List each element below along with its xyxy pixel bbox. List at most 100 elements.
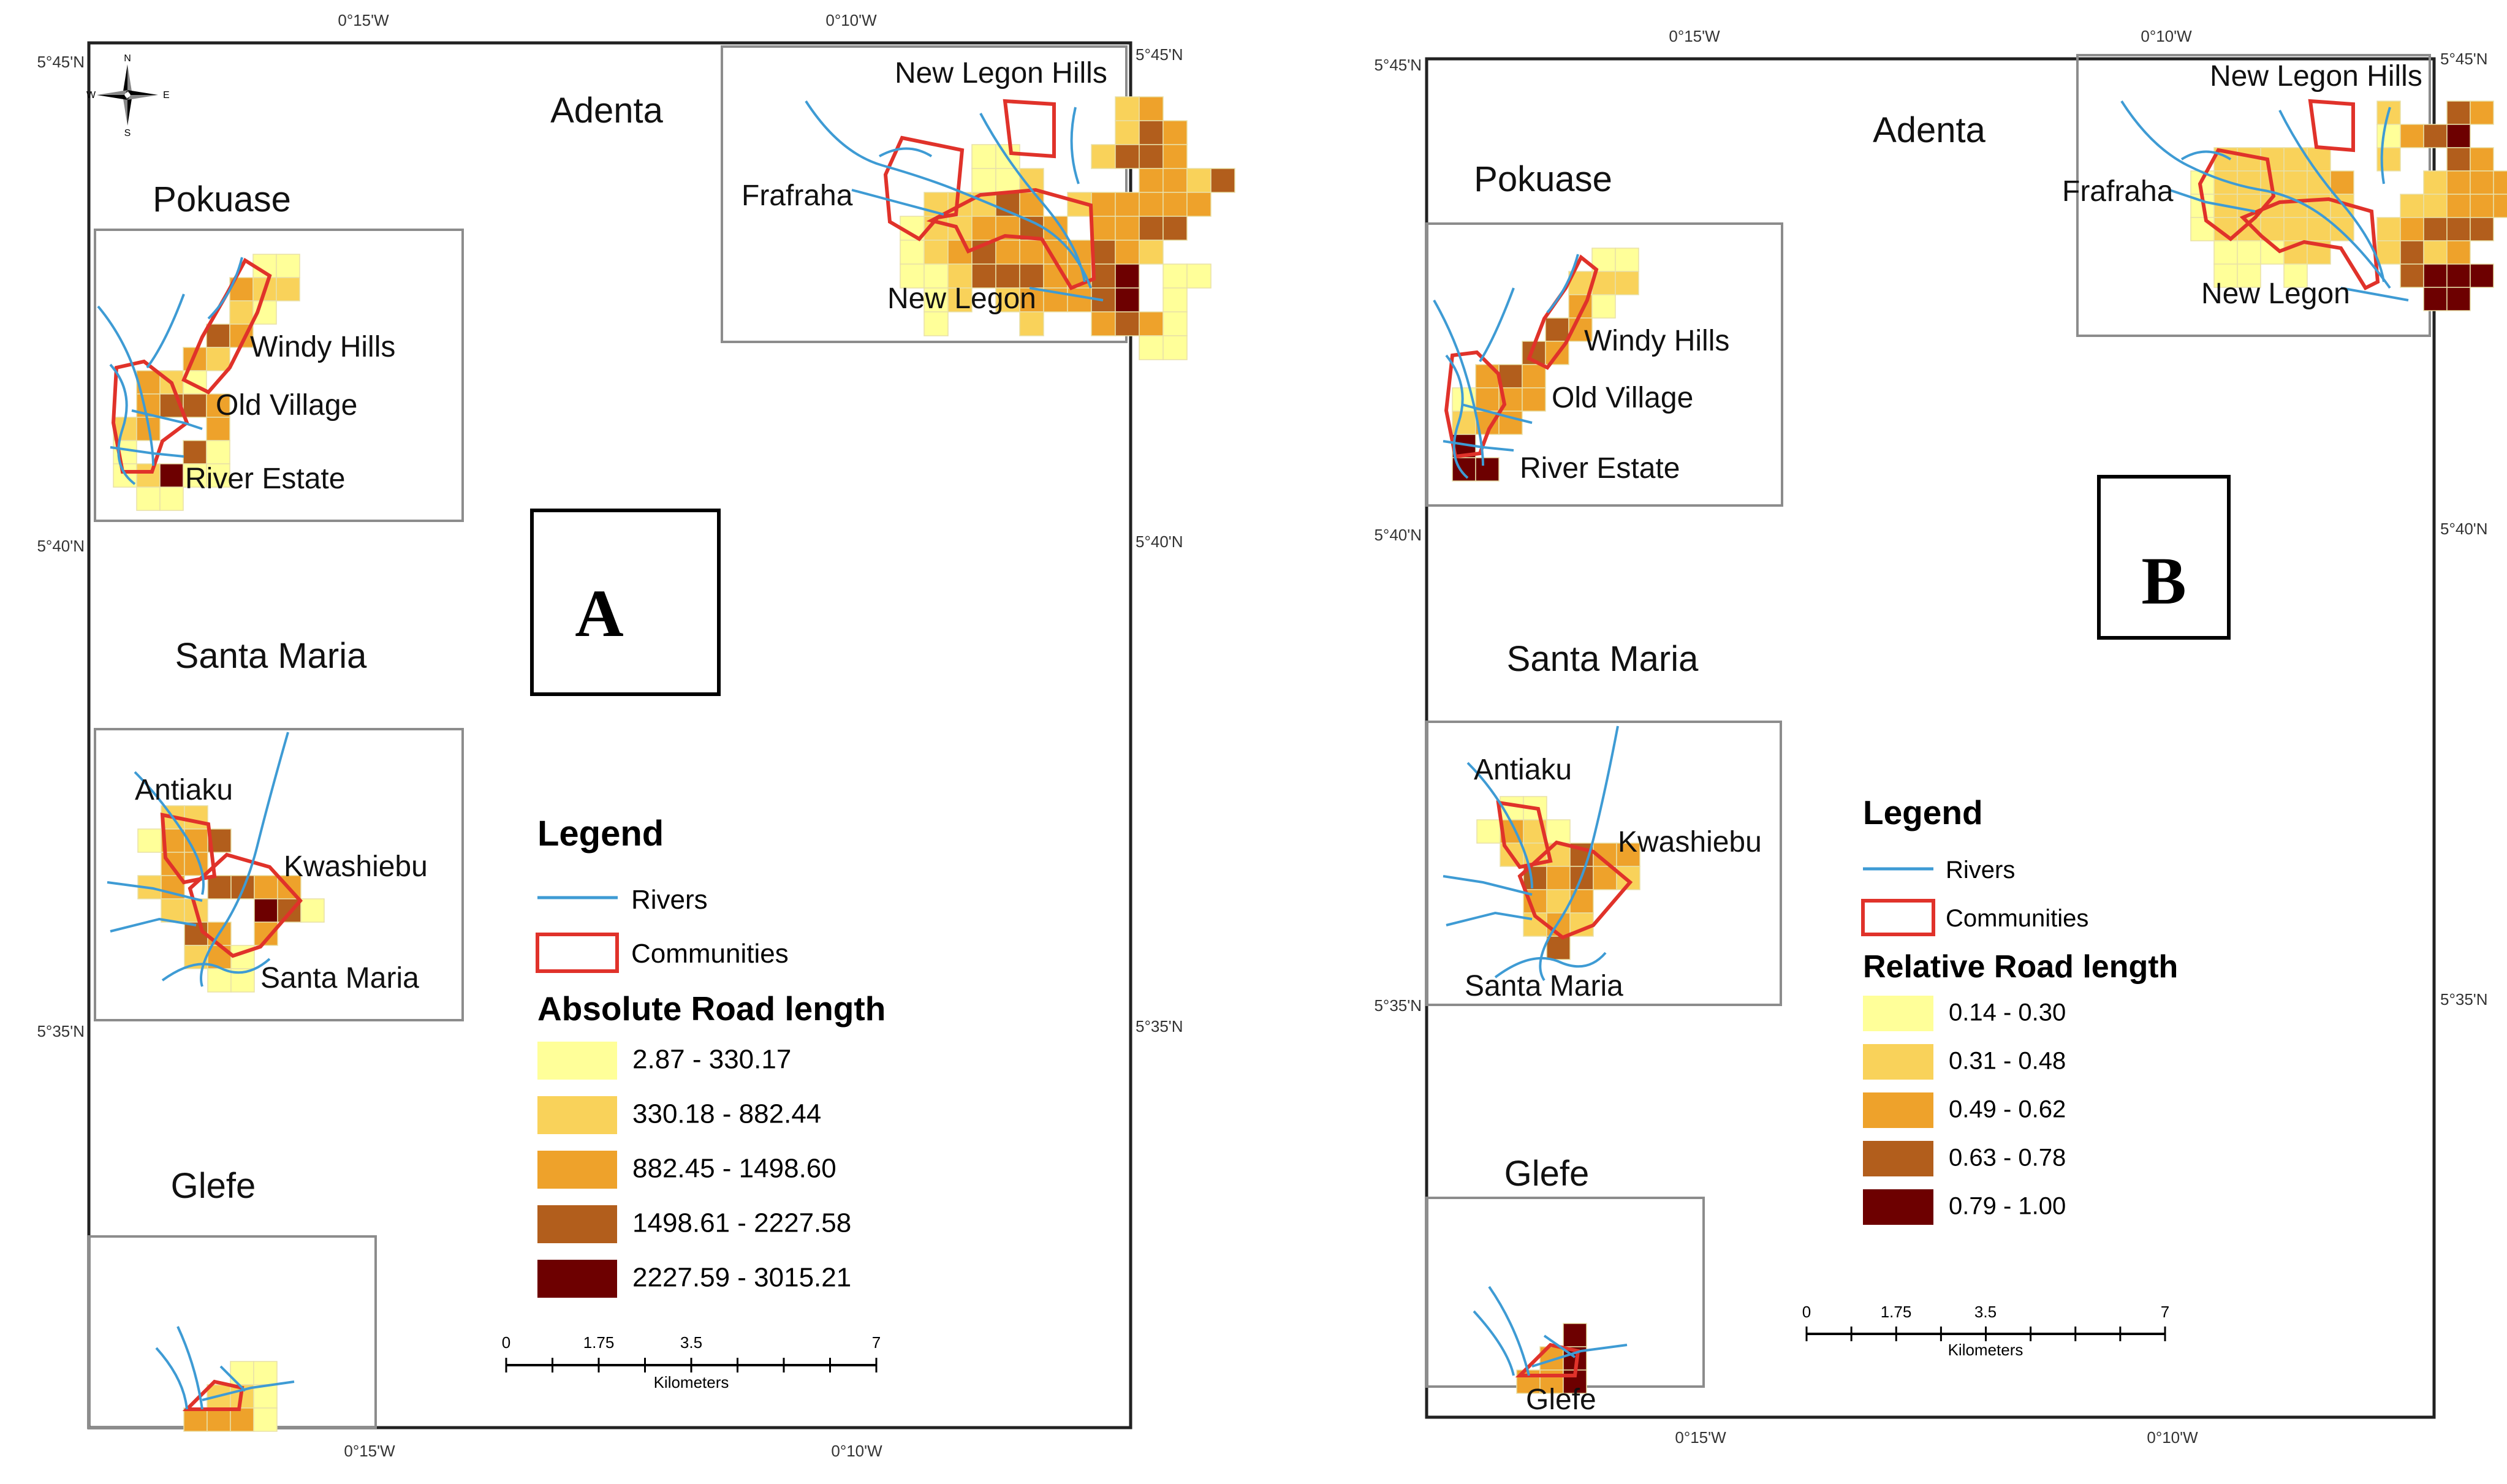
river [1070, 107, 1080, 184]
river [1479, 287, 1515, 363]
road-length-cell [2470, 217, 2494, 241]
road-length-cell [159, 463, 184, 488]
legend-class-swatch [537, 1096, 617, 1134]
coord-left-3: 5°35'N [1374, 996, 1422, 1015]
road-length-cell [2237, 263, 2261, 288]
road-length-cell [2470, 100, 2494, 125]
river [1539, 725, 1619, 982]
legend-title: Legend [537, 814, 664, 854]
river [851, 189, 944, 216]
scalebar-tick-label: 7 [2161, 1303, 2169, 1321]
road-length-cell [947, 287, 973, 312]
road-length-cell [995, 192, 1020, 217]
community-label-frafraha: Frafraha [2062, 175, 2174, 208]
road-length-cell [1019, 192, 1044, 217]
river [110, 446, 184, 458]
road-length-cell [2446, 147, 2471, 172]
road-length-cell [1115, 120, 1140, 145]
river [161, 958, 271, 982]
road-length-cell [1139, 335, 1164, 360]
north-arrow-n: N [124, 53, 131, 64]
river [1445, 354, 1469, 479]
community-label-river-estate: River Estate [1520, 452, 1680, 485]
road-length-cell [971, 216, 996, 241]
road-length-cell [1115, 192, 1140, 217]
road-length-cell [900, 240, 925, 265]
legend-class-label: 0.49 - 0.62 [1949, 1096, 2066, 1123]
santa-maria-inset-box [94, 728, 464, 1021]
kwashiebu-outline [188, 852, 303, 958]
pokuase-inset-box [1425, 222, 1783, 507]
coord-left-1: 5°45'N [1374, 56, 1422, 74]
road-length-cell [971, 168, 996, 193]
panel-b-scalebar: 0 1.75 3.5 7 Kilometers [1802, 1303, 2169, 1359]
scalebar-tick-label: 3.5 [680, 1333, 702, 1352]
road-length-cell [276, 277, 300, 301]
legend-class-label: 1498.61 - 2227.58 [632, 1208, 851, 1238]
legend-scale-title: Absolute Road length [537, 990, 886, 1028]
community-label-river-estate: River Estate [185, 463, 345, 495]
road-length-cell [2423, 170, 2448, 195]
road-length-cell [1139, 168, 1164, 193]
road-length-cell [1162, 192, 1188, 217]
coord-top-1: 0°15'W [1669, 27, 1720, 45]
scalebar-tick-label: 3.5 [1974, 1303, 1997, 1321]
legend-communities-swatch [1861, 899, 1935, 936]
road-length-cell [971, 144, 996, 169]
road-length-cell [1162, 120, 1188, 145]
road-length-cell [2330, 170, 2354, 195]
panel-a-label-box [530, 509, 721, 696]
region-label-adenta: Adenta [1873, 110, 1986, 150]
road-length-cell [2423, 240, 2448, 265]
river [176, 1326, 203, 1410]
road-length-cell [924, 311, 949, 336]
road-length-cell [2400, 194, 2424, 218]
coord-bottom-1: 0°15'W [344, 1442, 395, 1460]
legend-class-label: 2227.59 - 3015.21 [632, 1262, 851, 1292]
road-length-cell [924, 240, 949, 265]
legend-communities-swatch [536, 933, 619, 973]
coord-bottom-2: 0°10'W [2147, 1428, 2198, 1447]
road-length-cell [1563, 1323, 1587, 1347]
river [146, 293, 185, 369]
road-length-cell [2446, 287, 2471, 311]
frafraha-outline [2198, 148, 2276, 241]
road-length-cell [1162, 168, 1188, 193]
road-length-cell [254, 875, 278, 899]
old-village-outline [111, 359, 189, 474]
legend-communities-label: Communities [1946, 905, 2088, 932]
road-length-cell [1546, 936, 1571, 960]
road-length-cell [2470, 263, 2494, 288]
scalebar-tick-label: 7 [872, 1333, 881, 1352]
road-length-cell [1498, 364, 1523, 388]
road-length-cell [1162, 287, 1188, 312]
community-label-kwashiebu: Kwashiebu [1618, 826, 1762, 858]
road-length-cell [136, 463, 161, 488]
road-length-cell [1115, 263, 1140, 289]
road-length-cell [159, 486, 184, 511]
road-length-cell [1139, 144, 1164, 169]
road-length-cell [2446, 240, 2471, 265]
santa-maria-inset-box [1425, 721, 1782, 1006]
road-length-cell [253, 1407, 278, 1432]
panel-a-legend: Legend Rivers Communities Absolute Road … [536, 814, 886, 1298]
road-length-cell [1019, 240, 1044, 265]
legend-class-swatch [1863, 996, 1933, 1031]
panel-b-legend: Legend Rivers Communities Relative Road … [1861, 793, 2178, 1225]
legend-class-swatch [1863, 1141, 1933, 1176]
road-length-cell [136, 486, 161, 511]
road-length-cell [1186, 192, 1212, 217]
coord-top-2: 0°10'W [2141, 27, 2192, 45]
road-length-cell [1139, 96, 1164, 121]
road-length-cell [1091, 240, 1116, 265]
legend-class-label: 0.14 - 0.30 [1949, 999, 2066, 1026]
road-length-cell [254, 898, 278, 923]
road-length-cell [2283, 170, 2308, 195]
road-length-cell [1522, 387, 1546, 412]
road-length-cell [1476, 819, 1501, 844]
road-length-cell [2190, 217, 2215, 241]
road-length-cell [1115, 216, 1140, 241]
road-length-cell [2400, 240, 2424, 265]
road-length-cell [2423, 124, 2448, 148]
river [219, 1365, 246, 1392]
